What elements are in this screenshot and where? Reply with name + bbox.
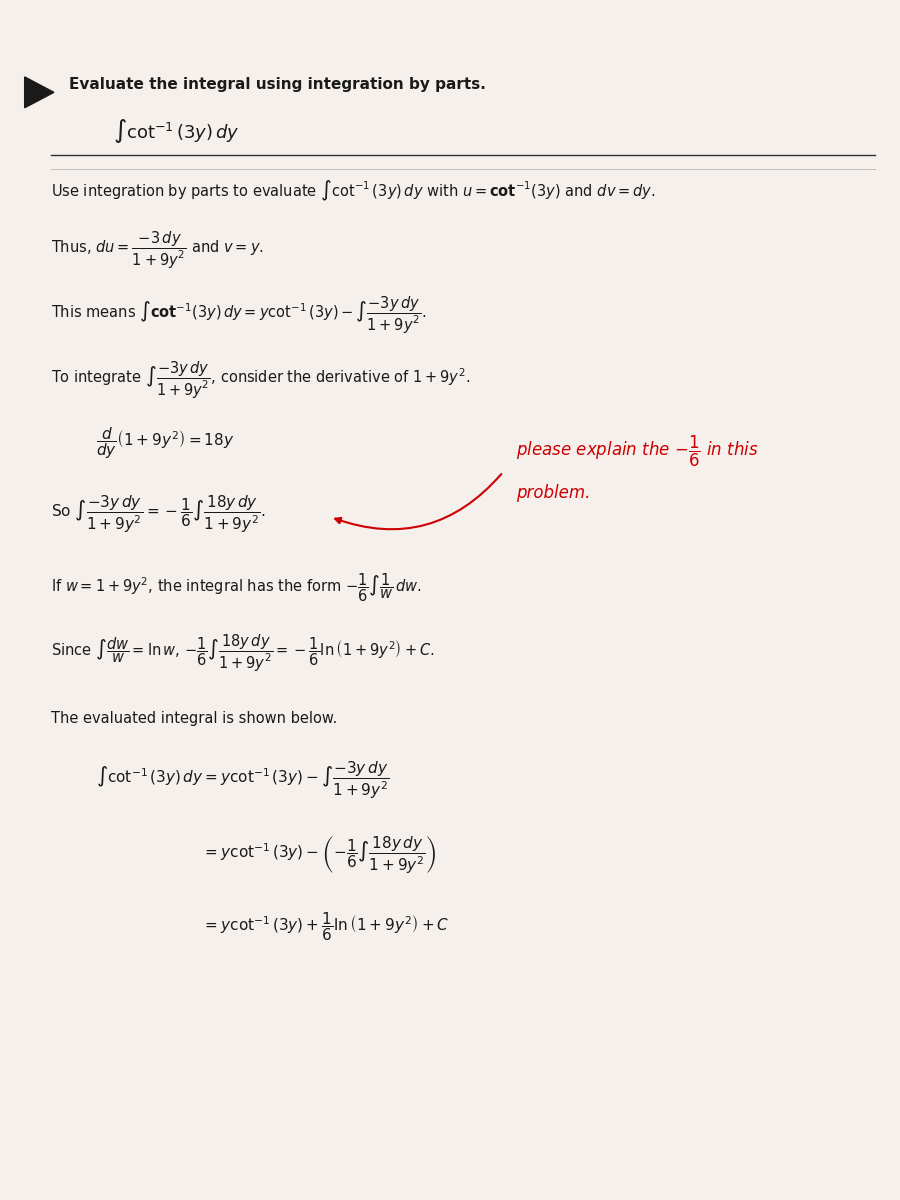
Text: $\dfrac{d}{dy}\left(1+9y^2\right) = 18y$: $\dfrac{d}{dy}\left(1+9y^2\right) = 18y$ bbox=[95, 426, 234, 461]
Text: Thus, $du = \dfrac{-3\,dy}{1+9y^2}$ and $v = y.$: Thus, $du = \dfrac{-3\,dy}{1+9y^2}$ and … bbox=[51, 229, 264, 271]
Text: The evaluated integral is shown below.: The evaluated integral is shown below. bbox=[51, 712, 338, 726]
Text: Since $\int\dfrac{dw}{w} = \ln w$, $-\dfrac{1}{6}\int\dfrac{18y\,dy}{1+9y^2} = -: Since $\int\dfrac{dw}{w} = \ln w$, $-\df… bbox=[51, 632, 435, 674]
Text: please explain the $-\dfrac{1}{6}$ in this: please explain the $-\dfrac{1}{6}$ in th… bbox=[517, 434, 759, 469]
Text: $\int \cot^{-1}(3y)\,dy = y\cot^{-1}(3y) - \int\dfrac{-3y\,dy}{1+9y^2}$: $\int \cot^{-1}(3y)\,dy = y\cot^{-1}(3y)… bbox=[95, 760, 389, 802]
Text: problem.: problem. bbox=[517, 485, 590, 503]
Text: So $\int\dfrac{-3y\,dy}{1+9y^2} = -\dfrac{1}{6}\int\dfrac{18y\,dy}{1+9y^2}.$: So $\int\dfrac{-3y\,dy}{1+9y^2} = -\dfra… bbox=[51, 494, 266, 535]
Text: To integrate $\int\dfrac{-3y\,dy}{1+9y^2}$, consider the derivative of $1+9y^2$.: To integrate $\int\dfrac{-3y\,dy}{1+9y^2… bbox=[51, 360, 471, 401]
Text: This means $\int \mathbf{cot}^{-1}(3y)\,dy = y\cot^{-1}(3y) - \int\dfrac{-3y\,dy: This means $\int \mathbf{cot}^{-1}(3y)\,… bbox=[51, 295, 427, 336]
Text: If $w = 1+9y^2$, the integral has the form $-\dfrac{1}{6}\int\dfrac{1}{w}\,dw.$: If $w = 1+9y^2$, the integral has the fo… bbox=[51, 572, 422, 605]
Text: $= y\cot^{-1}(3y) - \left(-\dfrac{1}{6}\int\dfrac{18y\,dy}{1+9y^2}\right)$: $= y\cot^{-1}(3y) - \left(-\dfrac{1}{6}\… bbox=[202, 834, 436, 876]
Polygon shape bbox=[24, 77, 54, 108]
Text: Use integration by parts to evaluate $\int \cot^{-1}(3y)\,dy$ with $u = \mathbf{: Use integration by parts to evaluate $\i… bbox=[51, 179, 656, 203]
Text: $= y\cot^{-1}(3y) + \dfrac{1}{6}\ln\left(1+9y^2\right) + C$: $= y\cot^{-1}(3y) + \dfrac{1}{6}\ln\left… bbox=[202, 910, 449, 942]
Text: $\int \cot^{-1}(3y)\,dy$: $\int \cot^{-1}(3y)\,dy$ bbox=[113, 118, 240, 145]
Text: Evaluate the integral using integration by parts.: Evaluate the integral using integration … bbox=[69, 77, 486, 91]
